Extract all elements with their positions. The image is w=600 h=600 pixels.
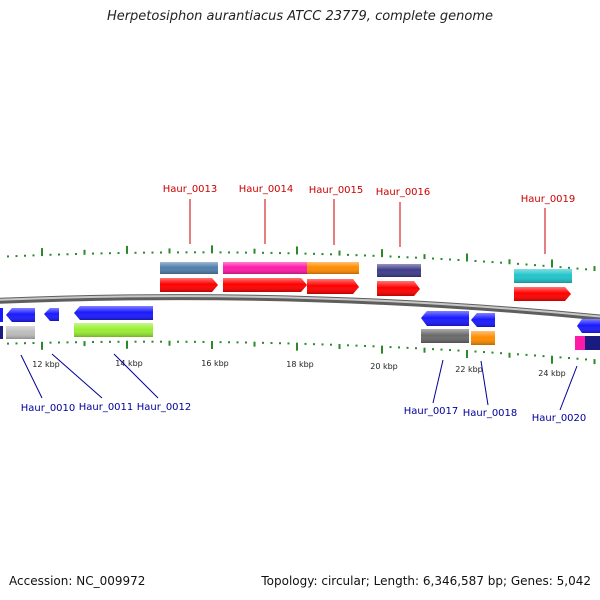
leader-line-haur-0010: [20, 354, 43, 399]
gene-label-haur-0015[interactable]: Haur_0015: [309, 185, 364, 196]
scale-label-18kbp: 18 kbp: [286, 360, 314, 369]
reverse-gene-labels: Haur_0010 Haur_0011 Haur_0012 Haur_0017 …: [20, 353, 587, 424]
tick-marks-bottom: [7, 340, 596, 365]
tick-marks-top: [7, 245, 596, 272]
accession-info: Accession: NC_009972: [9, 574, 146, 588]
forward-gene-labels: Haur_0013 Haur_0014 Haur_0015 Haur_0016 …: [163, 184, 576, 254]
gene-label-haur-0020[interactable]: Haur_0020: [532, 413, 587, 424]
genome-backbone: [0, 294, 600, 321]
scale-label-22kbp: 22 kbp: [455, 365, 483, 374]
scale-labels: 12 kbp 14 kbp 16 kbp 18 kbp 20 kbp 22 kb…: [32, 359, 566, 378]
leader-line-haur-0020: [559, 365, 578, 411]
forward-cds-arrows: [160, 278, 571, 301]
scale-label-20kbp: 20 kbp: [370, 362, 398, 371]
gene-label-haur-0017[interactable]: Haur_0017: [404, 406, 459, 417]
leader-line-haur-0017: [432, 359, 444, 404]
topology-info: Topology: circular; Length: 6,346,587 bp…: [261, 574, 591, 588]
leader-line-haur-0011: [51, 353, 103, 399]
gene-label-haur-0013[interactable]: Haur_0013: [163, 184, 218, 195]
gene-label-haur-0016[interactable]: Haur_0016: [376, 187, 431, 198]
scale-label-12kbp: 12 kbp: [32, 360, 60, 369]
genome-title: Herpetosiphon aurantiacus ATCC 23779, co…: [106, 9, 494, 24]
scale-label-16kbp: 16 kbp: [201, 359, 229, 368]
gene-label-haur-0012[interactable]: Haur_0012: [137, 402, 192, 413]
leader-line-haur-0012: [113, 353, 159, 399]
scale-label-24kbp: 24 kbp: [538, 369, 566, 378]
gene-label-haur-0014[interactable]: Haur_0014: [239, 184, 294, 195]
gene-label-haur-0011[interactable]: Haur_0011: [79, 402, 134, 413]
reverse-function-bars: [0, 323, 600, 350]
gene-label-haur-0019[interactable]: Haur_0019: [521, 194, 576, 205]
gene-label-haur-0010[interactable]: Haur_0010: [21, 403, 76, 414]
gene-label-haur-0018[interactable]: Haur_0018: [463, 408, 518, 419]
cds-arrow-partial-left[interactable]: [0, 308, 3, 322]
gene-bar-partial-right[interactable]: [585, 336, 600, 350]
leader-line-haur-0018: [480, 360, 489, 406]
reverse-cds-arrows: [0, 306, 600, 333]
forward-function-bars: [160, 262, 572, 283]
gene-bar-haur-0020[interactable]: [575, 336, 585, 350]
scale-label-14kbp: 14 kbp: [115, 359, 143, 368]
gene-bar-partial-left[interactable]: [0, 326, 3, 339]
